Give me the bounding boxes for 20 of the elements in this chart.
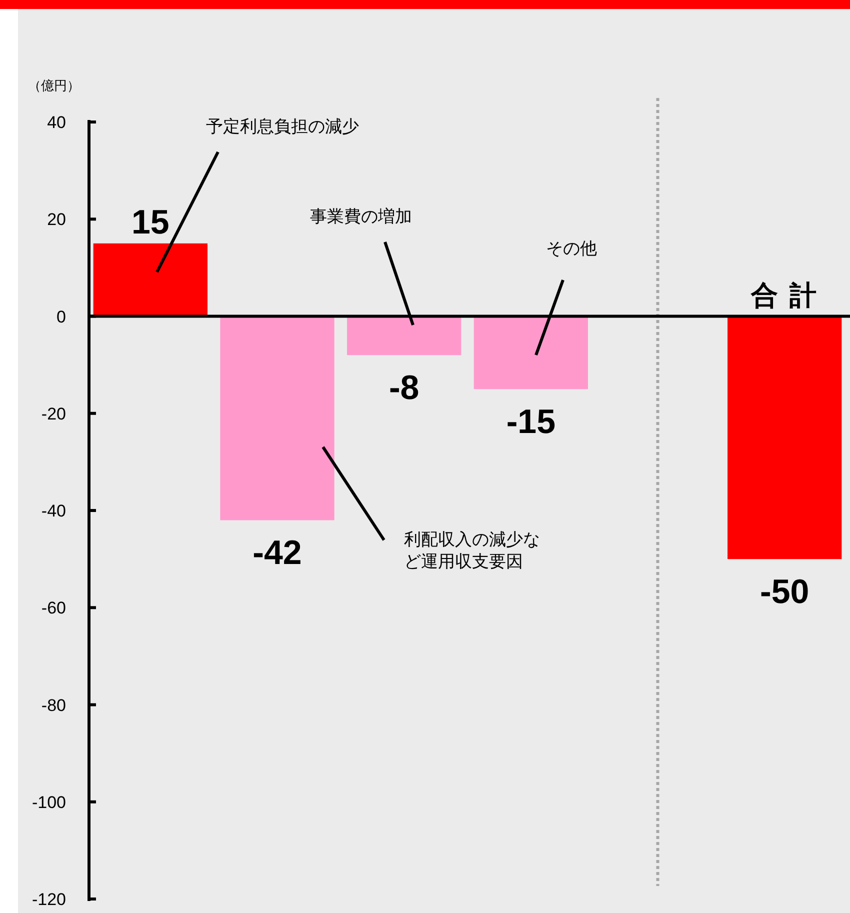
y-tick-label: -20 <box>41 404 66 424</box>
data-label: 15 <box>132 203 170 242</box>
annotation: 利配収入の減少など運用収支要因 <box>404 529 541 573</box>
y-tick-label: 0 <box>56 307 66 326</box>
y-tick-label: -120 <box>32 890 66 909</box>
y-tick-label: 20 <box>47 210 66 230</box>
y-tick-label: -60 <box>41 598 66 618</box>
y-tick-label: -80 <box>41 696 66 715</box>
y-tick-label: 40 <box>47 113 66 132</box>
x-tick-label: 合 計 <box>750 280 818 310</box>
y-tick-label: -100 <box>32 792 66 812</box>
annotation: 事業費の増加 <box>310 206 413 228</box>
annotation: その他 <box>546 238 598 260</box>
data-label: -8 <box>388 369 420 408</box>
data-label: -50 <box>760 573 810 612</box>
data-label: -42 <box>252 534 302 572</box>
data-label: -15 <box>506 403 556 442</box>
annotation: 予定利息負担の減少 <box>206 116 360 138</box>
y-axis-title: （億円） <box>28 78 80 93</box>
y-tick-label: -40 <box>41 502 66 520</box>
